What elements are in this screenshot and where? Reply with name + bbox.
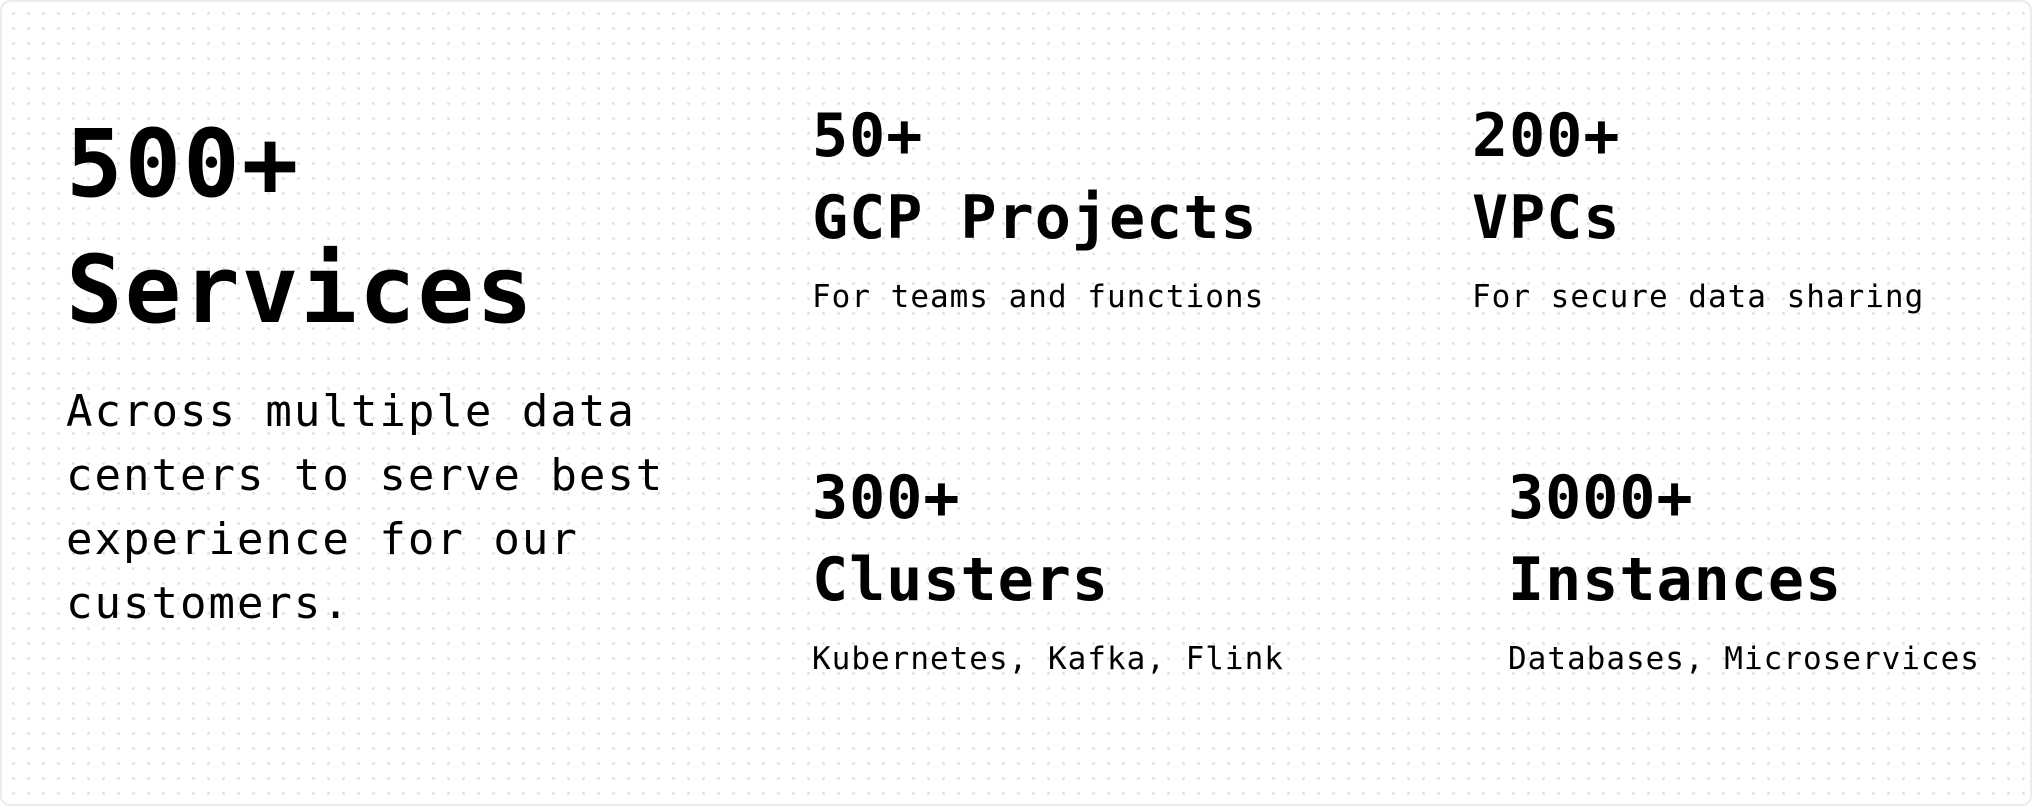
stat-vpcs-number: 200+	[1472, 101, 1621, 171]
stat-clusters-description: Kubernetes, Kafka, Flink	[812, 641, 1284, 677]
stat-instances-description: Databases, Microservices	[1508, 641, 1980, 677]
stat-vpcs-description: For secure data sharing	[1472, 279, 1925, 315]
stat-instances-title: Instances	[1508, 545, 1843, 615]
stat-clusters-number: 300+	[812, 463, 961, 533]
stat-gcp-projects-number: 50+	[812, 101, 924, 171]
stat-gcp-projects-description: For teams and functions	[812, 279, 1265, 315]
stat-vpcs: 200+ VPCs For secure data sharing	[1472, 95, 1924, 317]
stat-gcp-projects: 50+ GCP Projects For teams and functions	[812, 95, 1264, 317]
stat-services: 500+ Services Across multiple data cente…	[66, 102, 706, 636]
stat-instances: 3000+ Instances Databases, Microservices	[1508, 457, 1980, 679]
stat-clusters: 300+ Clusters Kubernetes, Kafka, Flink	[812, 457, 1284, 679]
stat-gcp-projects-title: GCP Projects	[812, 183, 1258, 253]
stat-services-title: Services	[66, 236, 535, 345]
stat-vpcs-title: VPCs	[1472, 183, 1621, 253]
stat-clusters-title: Clusters	[812, 545, 1109, 615]
stat-instances-number: 3000+	[1508, 463, 1694, 533]
stat-services-description: Across multiple data centers to serve be…	[66, 386, 665, 629]
stat-services-number: 500+	[66, 110, 301, 219]
